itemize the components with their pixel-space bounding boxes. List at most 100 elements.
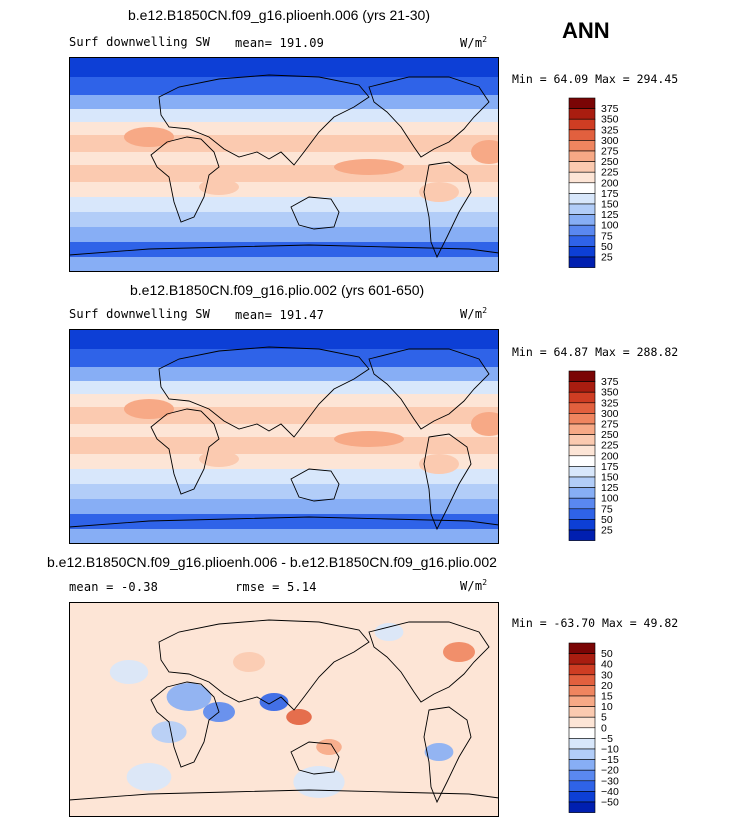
panel-3-map-coastline [150,681,220,768]
panel-1-map-coastline [290,196,340,230]
panel-1-map-field-blob [334,159,404,175]
panel-3-map-anomaly-patch [151,721,187,743]
panel-3-colorbar-box [568,791,596,803]
panel-1-colorbar-tick-label: 150 [601,199,619,211]
panel-1-colorbar-box [568,224,596,237]
panel-1-colorbar-tick-label: 200 [601,177,619,189]
panel-1-colorbar-box [568,246,596,258]
panel-3-colorbar-tick-label: −50 [601,797,619,809]
season-label: ANN [562,18,610,43]
panel-2-colorbar-box [568,413,596,425]
panel-2-map-field-blob [471,412,499,436]
panel-2-colorbar-tick-label: 150 [601,472,619,484]
panel-2-map-coastline [368,348,490,430]
panel-1-map-field-band [69,165,499,182]
panel-1-colorbar-box [568,129,596,141]
panel-2-units: W/m2 [460,306,488,321]
panel-2-map-field-blob [199,451,239,467]
panel-3-map [69,602,499,817]
panel-1-map-field-band [69,212,499,227]
panel-2-min-max: Min = 64.87 Max = 288.82 [512,345,679,359]
panel-1-map-coastline [423,161,472,259]
panel-1-map-field-band [69,227,499,242]
panel-3-colorbar-box [568,738,596,750]
panel-1-colorbar-box [568,150,596,162]
panel-1-mean: mean= 191.09 [235,36,325,50]
panel-2-map-field-band [69,484,499,499]
panel-1-colorbar-tick-label: 175 [601,188,619,200]
panel-1-colorbar-tick-label: 100 [601,220,619,232]
panel-2-map-coastline [150,408,220,495]
panel-3-colorbar-box [568,801,596,813]
panel-2-colorbar-box [568,423,596,435]
panel-2-map-field-band [69,499,499,514]
panel-3-colorbar-box [568,780,596,792]
panel-2-colorbar-box [568,529,596,541]
panel-3-colorbar-box [568,663,596,676]
panel-2-colorbar-box [568,519,596,531]
panel-2-colorbar-box [568,508,596,520]
panel-3-map-coastline [158,619,370,711]
panel-1-colorbar-tick-label: 50 [601,241,613,253]
panel-3-colorbar-box [568,769,596,782]
panel-1-title: b.e12.B1850CN.f09_g16.plioenh.006 (yrs 2… [128,7,430,23]
panel-1-map-field-band [69,77,499,95]
panel-3-map-anomaly-patch [126,763,172,791]
panel-3-colorbar-box [568,674,596,686]
panel-3-map-anomaly-patch [374,623,404,641]
panel-1-map-field-blob [471,140,499,164]
panel-3-map-anomaly-patch [286,709,312,725]
panel-1-map-field-band [69,57,499,77]
panel-2-map [69,329,499,544]
panel-1-map-coastline [158,74,370,166]
panel-1-colorbar-tick-label: 275 [601,146,619,158]
panel-3-colorbar-tick-label: −40 [601,786,619,798]
panel-2-map-field-band [69,514,499,529]
panel-2-map-field-band [69,367,499,381]
panel-1-map-field-blob [419,182,459,202]
panel-3-map-coastline [69,789,499,801]
panel-1-map-field-band [69,182,499,197]
panel-2-colorbar-tick-label: 375 [601,376,619,388]
panel-1-map-field-blob [124,127,174,147]
panel-1-colorbar-tick-label: 250 [601,156,619,168]
panel-3-colorbar-box [568,706,596,718]
panel-1-colorbar-box [568,97,596,109]
panel-1-colorbar-box [568,140,596,152]
panel-3-map-anomaly-patch [109,660,149,684]
panel-3-title: b.e12.B1850CN.f09_g16.plioenh.006 - b.e1… [47,554,497,570]
panel-3-colorbar-box [568,695,596,707]
panel-3-colorbar-tick-label: 10 [601,701,613,713]
panel-1-colorbar-tick-label: 325 [601,124,619,136]
panel-2-colorbar-tick-label: 350 [601,387,619,399]
panel-1-map-field-band [69,242,499,257]
panel-2-map-frame [69,329,499,544]
panel-1-colorbar-tick-label: 125 [601,209,619,221]
panel-3-map-coastline [368,621,490,703]
panel-2-colorbar-tick-label: 275 [601,419,619,431]
panel-2-map-coastline [158,346,370,438]
panel-1-colorbar-box [568,256,596,268]
panel-1-colorbar-box [568,108,596,120]
panel-3-colorbar-box [568,727,596,739]
panel-1-map-field-band [69,152,499,165]
panel-1-colorbar-box [568,203,596,215]
panel-2-map-coastline [290,468,340,502]
panel-3-colorbar-tick-label: −5 [601,733,613,745]
panel-2-colorbar: 3753503253002752502252001751501251007550… [568,370,619,541]
panel-3-map-anomaly-patch [259,693,289,711]
panel-1-map-frame [69,57,499,272]
panel-2-map-field-blob [419,454,459,474]
panel-2-colorbar-box [568,476,596,488]
panel-3-colorbar-box [568,759,596,771]
panel-1-colorbar-tick-label: 75 [601,230,613,242]
panel-1-map-field-band [69,257,499,272]
panel-3-colorbar-box [568,748,596,760]
panel-1-colorbar-box [568,171,596,184]
panel-2-colorbar-tick-label: 250 [601,429,619,441]
panel-2-colorbar-box [568,402,596,414]
panel-2-colorbar-tick-label: 125 [601,482,619,494]
panel-3-min-max: Min = -63.70 Max = 49.82 [512,616,679,630]
panel-3-colorbar-tick-label: −20 [601,765,619,777]
